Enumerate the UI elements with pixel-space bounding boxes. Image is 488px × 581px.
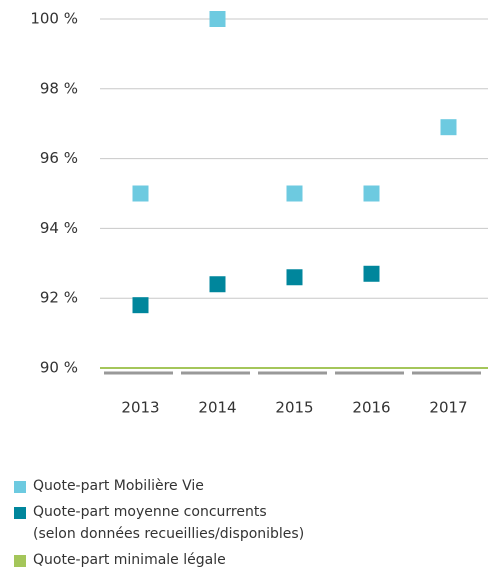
y-tick-label: 92 % [40, 289, 78, 307]
marker [286, 269, 303, 286]
marker [440, 119, 457, 136]
x-tick-label: 2017 [429, 399, 467, 417]
marker [132, 185, 149, 202]
marker [363, 185, 380, 202]
chart: 90 % 92 % 94 % 96 % 98 % 100 % 2013 2014 2015 201… [30, 10, 488, 417]
y-tick-label: 100 % [30, 10, 78, 28]
legend-label: Quote-part Mobilière Vie [33, 478, 204, 494]
marker [132, 297, 149, 314]
y-tick-label: 94 % [40, 219, 78, 237]
marker [286, 185, 303, 202]
y-tick-label: 96 % [40, 149, 78, 167]
legend-item: Quote-part moyenne concurrents (selon do… [14, 504, 484, 545]
legend-label: Quote-part moyenne concurrents (selon do… [33, 504, 305, 542]
legend: Quote-part Mobilière Vie Quote-part moyen… [14, 478, 484, 578]
x-tick-label: 2016 [352, 399, 390, 417]
legend-swatch [14, 507, 26, 519]
y-tick-label: 90 % [40, 359, 78, 377]
y-tick-label: 98 % [40, 79, 78, 97]
legend-item: Quote-part Mobilière Vie [14, 478, 484, 497]
legend-swatch [14, 555, 26, 567]
legend-label: Quote-part minimale légale [33, 552, 226, 568]
x-tick-label: 2014 [198, 399, 236, 417]
legend-item: Quote-part minimale légale [14, 552, 484, 571]
legend-swatch [14, 481, 26, 493]
marker [363, 265, 380, 282]
marker [209, 11, 226, 27]
marker [209, 276, 226, 293]
x-tick-label: 2015 [275, 399, 313, 417]
x-tick-label: 2013 [121, 399, 159, 417]
